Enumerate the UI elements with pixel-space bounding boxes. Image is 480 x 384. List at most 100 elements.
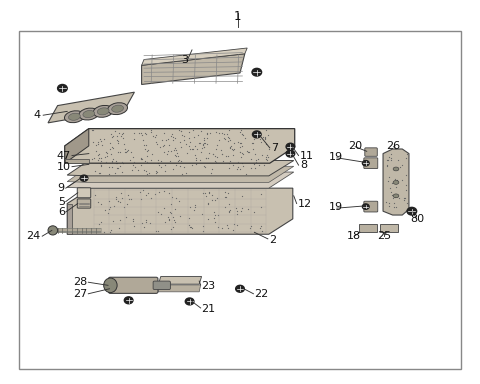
Ellipse shape	[83, 111, 95, 118]
Point	[168, 210, 175, 216]
Point	[144, 170, 151, 177]
Point	[154, 228, 161, 234]
Point	[202, 193, 210, 199]
Point	[247, 165, 254, 171]
Point	[123, 148, 131, 154]
Point	[116, 217, 124, 223]
Point	[174, 158, 182, 164]
Point	[194, 132, 202, 138]
Point	[97, 162, 105, 169]
Point	[249, 140, 257, 146]
Point	[114, 198, 121, 204]
Ellipse shape	[104, 278, 117, 293]
Point	[102, 159, 110, 165]
Point	[152, 168, 160, 174]
Point	[153, 139, 160, 145]
Point	[201, 135, 208, 141]
Point	[221, 194, 228, 200]
Point	[388, 189, 396, 195]
Point	[257, 204, 265, 210]
Text: 11: 11	[300, 151, 314, 161]
Point	[90, 156, 97, 162]
Text: 22: 22	[254, 289, 269, 299]
FancyBboxPatch shape	[364, 158, 378, 169]
Text: 10: 10	[57, 162, 71, 172]
Point	[118, 159, 126, 165]
Point	[175, 127, 183, 133]
Point	[385, 154, 393, 160]
Point	[264, 131, 272, 137]
Point	[398, 177, 406, 183]
Point	[185, 143, 192, 149]
Point	[135, 130, 143, 136]
Point	[188, 162, 196, 168]
Point	[192, 161, 200, 167]
Point	[117, 133, 124, 139]
Point	[226, 144, 234, 150]
Point	[204, 136, 211, 142]
Point	[137, 156, 144, 162]
Point	[151, 134, 159, 140]
Point	[121, 149, 129, 155]
Point	[166, 190, 173, 196]
Point	[402, 154, 410, 161]
Point	[129, 216, 137, 222]
Circle shape	[286, 150, 295, 157]
Point	[108, 131, 115, 137]
Point	[152, 228, 160, 234]
Point	[203, 131, 211, 137]
Point	[119, 195, 126, 202]
Text: 18: 18	[347, 231, 361, 241]
Point	[198, 211, 206, 217]
Point	[131, 159, 138, 165]
Point	[227, 142, 235, 149]
Point	[168, 131, 176, 137]
Point	[186, 135, 193, 141]
Point	[222, 194, 229, 200]
Point	[236, 144, 244, 151]
Point	[147, 127, 155, 133]
Point	[216, 129, 223, 136]
Point	[169, 137, 177, 143]
Text: 19: 19	[329, 202, 343, 212]
Point	[122, 214, 130, 220]
Point	[167, 148, 175, 154]
Point	[210, 209, 218, 215]
Point	[162, 136, 169, 142]
Point	[171, 135, 179, 141]
Point	[239, 131, 246, 137]
Point	[112, 160, 120, 166]
Point	[384, 157, 391, 163]
Point	[113, 160, 121, 166]
Point	[186, 224, 194, 230]
Point	[186, 215, 193, 222]
Point	[171, 219, 179, 225]
Text: 28: 28	[73, 277, 87, 287]
Point	[114, 138, 121, 144]
Point	[169, 134, 177, 140]
Point	[382, 199, 390, 205]
Point	[93, 148, 100, 154]
Point	[392, 194, 399, 200]
Polygon shape	[65, 129, 295, 163]
Bar	[359, 224, 377, 232]
Point	[172, 195, 180, 201]
Point	[171, 206, 179, 212]
Point	[225, 127, 233, 133]
Point	[242, 170, 250, 177]
Point	[219, 158, 227, 164]
Point	[88, 127, 96, 133]
Point	[109, 133, 117, 139]
Point	[401, 195, 408, 201]
Point	[220, 131, 228, 137]
Point	[187, 224, 195, 230]
Point	[185, 222, 193, 228]
Point	[129, 162, 137, 168]
Point	[151, 191, 159, 197]
Point	[96, 169, 104, 175]
Point	[210, 215, 218, 221]
Point	[170, 147, 178, 153]
Point	[262, 133, 269, 139]
Point	[143, 131, 150, 137]
Point	[188, 225, 196, 232]
